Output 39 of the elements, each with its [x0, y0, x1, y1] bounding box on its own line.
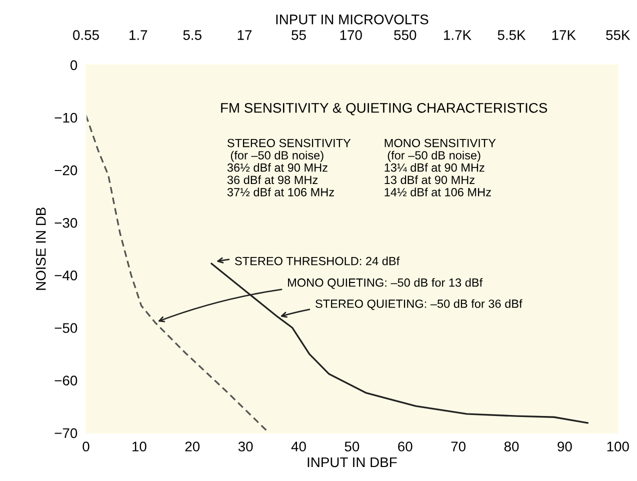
x-tick-label: 10 — [132, 442, 146, 452]
y-tick-label: −10 — [54, 112, 78, 123]
x2-tick-label: 55 — [292, 30, 306, 40]
x2-tick-label: 55K — [606, 30, 630, 40]
x2-tick-label: 5.5 — [183, 30, 202, 40]
y-tick-label: −60 — [54, 376, 78, 386]
x2-axis-title: INPUT IN MICROVOLTS — [276, 14, 428, 24]
x-tick-label: 0 — [82, 442, 90, 452]
x-tick-label: 60 — [398, 442, 412, 452]
x2-tick-label: 5.5K — [498, 30, 526, 40]
x-tick-label: 100 — [607, 442, 629, 452]
y-tick-label: −70 — [54, 428, 78, 438]
x-tick-label: 80 — [504, 442, 519, 452]
y-tick-label: −30 — [54, 218, 78, 228]
x2-tick-label: 17 — [238, 30, 252, 40]
annotation: STEREO SENSITIVITY (for –50 dB noise) 36½ dBf at 90 MHz 36 dBf at 98 MHz 37½ dBf at 106 MHz — [227, 138, 351, 196]
x-tick-label: 30 — [238, 442, 253, 452]
y-tick-label: 0 — [70, 60, 78, 70]
annotation: STEREO QUIETING: –50 dB for 36 dBf — [316, 299, 522, 310]
y-tick-label: −50 — [54, 323, 78, 333]
x2-tick-label: 17K — [552, 30, 576, 40]
annotation: MONO QUIETING: –50 dB for 13 dBf — [288, 278, 483, 289]
y-tick-label: −40 — [54, 270, 78, 280]
x-tick-label: 90 — [558, 442, 572, 452]
annotation: STEREO THRESHOLD: 24 dBf — [235, 256, 400, 266]
x2-tick-label: 1.7K — [444, 30, 472, 40]
text: FM SENSITIVITY & QUIETING CHARACTERISTICS — [221, 102, 548, 116]
y-tick-label: −20 — [54, 165, 78, 176]
x-tick-label: 50 — [344, 442, 360, 452]
x2-tick-label: 170 — [340, 30, 362, 40]
x2-tick-label: 550 — [394, 30, 416, 40]
y-axis-title: NOISE IN DB — [36, 208, 46, 290]
x-axis-title: INPUT IN DBF — [308, 457, 397, 468]
x-tick-label: 70 — [451, 442, 466, 452]
annotation: MONO SENSITIVITY (for –50 dB noise) 13¼ dBf at 90 MHz 13 dBf at 90 MHz 14½ dBf at 106 MHz — [384, 138, 496, 196]
x2-tick-label: 1.7 — [130, 30, 148, 40]
x-tick-label: 20 — [185, 442, 200, 452]
x-tick-label: 40 — [291, 442, 306, 452]
x2-tick-label: 0.55 — [73, 30, 99, 40]
